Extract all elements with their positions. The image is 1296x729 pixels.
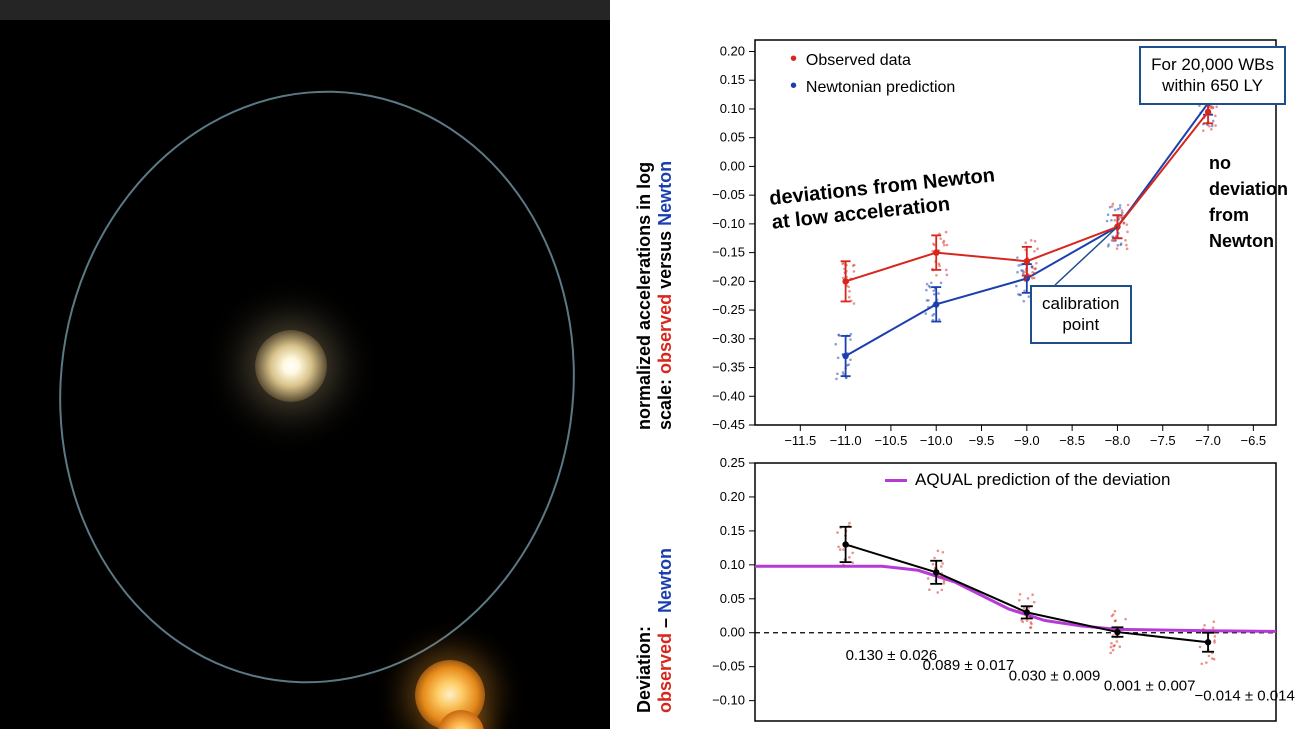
ylabel2-minus: – (655, 613, 675, 633)
svg-text:−7.0: −7.0 (1195, 433, 1221, 448)
ylabel2-newton: Newton (655, 548, 675, 613)
svg-text:−10.0: −10.0 (920, 433, 953, 448)
chart1-legend: • Observed data • Newtonian prediction (790, 48, 955, 98)
svg-text:0.25: 0.25 (720, 455, 745, 470)
nodev1: no (1209, 153, 1231, 173)
sample-size-box: For 20,000 WBs within 650 LY (1139, 46, 1286, 105)
svg-text:−10.5: −10.5 (874, 433, 907, 448)
svg-text:−0.15: −0.15 (712, 245, 745, 260)
nodev3: from (1209, 205, 1249, 225)
svg-text:0.089 ± 0.017: 0.089 ± 0.017 (923, 657, 1015, 674)
svg-text:−9.5: −9.5 (969, 433, 995, 448)
svg-text:−11.5: −11.5 (784, 433, 816, 448)
box-line1: For 20,000 WBs (1151, 55, 1274, 74)
no-deviation-label: no deviation from Newton (1209, 150, 1288, 254)
nodev4: Newton (1209, 231, 1274, 251)
svg-text:−0.05: −0.05 (712, 659, 745, 674)
chart2-svg: 0.250.200.150.100.050.00−0.05−0.100.130 … (610, 455, 1296, 729)
svg-text:−0.20: −0.20 (712, 273, 745, 288)
calib-line2: point (1062, 315, 1099, 334)
svg-text:−0.40: −0.40 (712, 388, 745, 403)
svg-text:−9.0: −9.0 (1014, 433, 1040, 448)
ylabel2-observed: observed (655, 633, 675, 713)
calibration-box: calibration point (1030, 285, 1132, 344)
ylabel2-line1: Deviation: (634, 626, 654, 713)
svg-text:0.00: 0.00 (720, 158, 745, 173)
calib-line1: calibration (1042, 294, 1120, 313)
svg-text:−11.0: −11.0 (830, 433, 862, 448)
svg-text:0.10: 0.10 (720, 557, 745, 572)
svg-text:−0.014 ± 0.014: −0.014 ± 0.014 (1194, 688, 1294, 705)
ylabel1-observed: observed (655, 294, 675, 374)
svg-text:−7.5: −7.5 (1150, 433, 1176, 448)
svg-text:0.05: 0.05 (720, 130, 745, 145)
ylabel1-newton: Newton (655, 161, 675, 226)
nodev2: deviation (1209, 179, 1288, 199)
svg-text:−8.0: −8.0 (1105, 433, 1131, 448)
svg-text:0.20: 0.20 (720, 43, 745, 58)
svg-text:0.20: 0.20 (720, 489, 745, 504)
svg-text:0.001 ± 0.007: 0.001 ± 0.007 (1104, 677, 1196, 694)
svg-text:−0.25: −0.25 (712, 302, 745, 317)
ylabel1-line1: normalized accelerations in log (634, 162, 654, 430)
svg-text:0.10: 0.10 (720, 101, 745, 116)
svg-text:−0.35: −0.35 (712, 360, 745, 375)
svg-text:−0.10: −0.10 (712, 693, 745, 708)
svg-text:−0.05: −0.05 (712, 187, 745, 202)
svg-text:−0.30: −0.30 (712, 331, 745, 346)
figure-container: normalized accelerations in log scale: o… (0, 0, 1296, 729)
svg-text:0.15: 0.15 (720, 72, 745, 87)
svg-text:0.05: 0.05 (720, 591, 745, 606)
legend-newton: • Newtonian prediction (790, 75, 955, 98)
binary-star-illustration (0, 0, 610, 729)
ylabel1-versus: versus (655, 226, 675, 294)
ylabel1-scale: scale: (655, 374, 675, 430)
charts-panel: normalized accelerations in log scale: o… (610, 0, 1296, 729)
svg-text:−8.5: −8.5 (1059, 433, 1085, 448)
svg-text:0.00: 0.00 (720, 625, 745, 640)
svg-text:0.030 ± 0.009: 0.030 ± 0.009 (1009, 667, 1101, 684)
svg-text:0.15: 0.15 (720, 523, 745, 538)
aqual-legend: AQUAL prediction of the deviation (885, 470, 1170, 490)
legend-newton-label: Newtonian prediction (806, 79, 955, 96)
chart-deviation: Deviation: observed – Newton 0.25 0.20 0.1… (610, 455, 1296, 729)
box-line2: within 650 LY (1162, 76, 1263, 95)
chart1-ylabel: normalized accelerations in log scale: o… (634, 161, 676, 430)
chart-accelerations: normalized accelerations in log scale: o… (610, 0, 1296, 455)
svg-text:−0.45: −0.45 (712, 417, 745, 432)
svg-text:−0.10: −0.10 (712, 216, 745, 231)
primary-star (255, 330, 327, 402)
legend-observed: • Observed data (790, 48, 955, 71)
svg-text:−6.5: −6.5 (1241, 433, 1267, 448)
legend-observed-label: Observed data (806, 52, 911, 69)
chart2-ylabel: Deviation: observed – Newton (634, 548, 676, 713)
aqual-legend-label: AQUAL prediction of the deviation (915, 470, 1170, 489)
